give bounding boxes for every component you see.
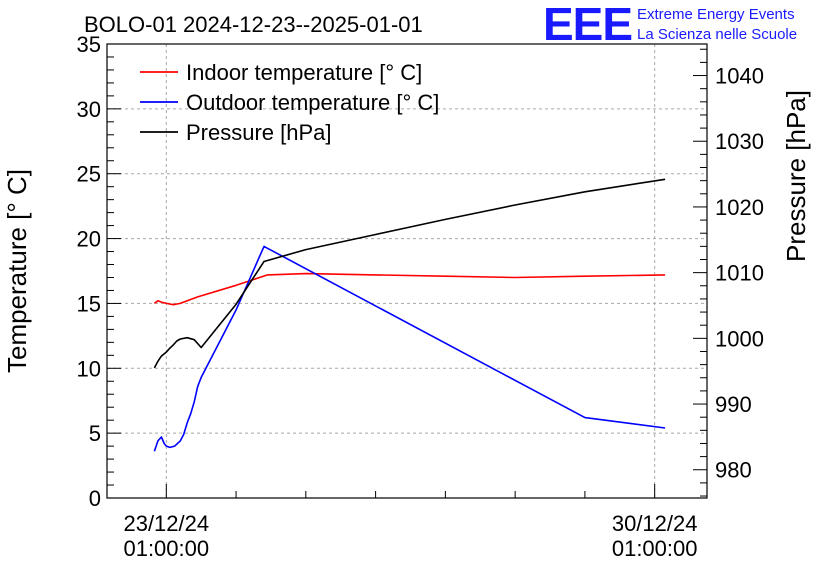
legend-label-0: Indoor temperature [° C]: [186, 60, 422, 85]
y-left-tick-label-7: 35: [77, 32, 101, 57]
y-left-tick-label-5: 25: [77, 162, 101, 187]
y-right-tick-label-3: 1010: [715, 261, 764, 286]
series-line-1: [153, 245, 666, 452]
y-right-tick-label-0: 980: [715, 458, 752, 483]
y-left-tick-label-0: 0: [89, 486, 101, 511]
y-left-tick-label-2: 10: [77, 356, 101, 381]
y-left-tick-label-4: 20: [77, 227, 101, 252]
series-group: [153, 178, 666, 452]
x-tick-label-date-0: 23/12/24: [123, 511, 209, 536]
y-axis-label-left: Temperature [° C]: [2, 169, 32, 373]
y-left-tick-label-3: 15: [77, 291, 101, 316]
brand-logo: EEE: [543, 0, 632, 50]
plot-frame: [106, 43, 708, 499]
brand-line-2: La Scienza nelle Scuole: [637, 26, 797, 43]
series-line-0: [153, 272, 666, 306]
brand-line-1: Extreme Energy Events: [637, 6, 795, 23]
axes: 0 5 10 15 20 25 30 35 980 990 1000 1010 1020 1030 1040…: [77, 32, 764, 561]
legend-label-1: Outdoor temperature [° C]: [186, 90, 439, 115]
y-right-tick-label-2: 1000: [715, 326, 764, 351]
y-axis-label-right: Pressure [hPa]: [781, 90, 811, 262]
y-left-tick-label-1: 5: [89, 421, 101, 446]
y-right-tick-label-4: 1020: [715, 195, 764, 220]
x-tick-label-time-0: 01:00:00: [123, 536, 209, 561]
y-left-tick-label-6: 30: [77, 97, 101, 122]
grid: [107, 44, 707, 498]
y-right-tick-label-6: 1040: [715, 64, 764, 89]
y-right-tick-label-1: 990: [715, 392, 752, 417]
chart-title: BOLO-01 2024-12-23--2025-01-01: [84, 12, 423, 37]
x-tick-label-time-1: 01:00:00: [612, 536, 698, 561]
y-right-tick-label-5: 1030: [715, 129, 764, 154]
x-tick-label-date-1: 30/12/24: [612, 511, 698, 536]
legend-label-2: Pressure [hPa]: [186, 120, 332, 145]
series-line-2: [153, 178, 666, 369]
legend: Indoor temperature [° C] Outdoor temperat…: [140, 60, 439, 145]
